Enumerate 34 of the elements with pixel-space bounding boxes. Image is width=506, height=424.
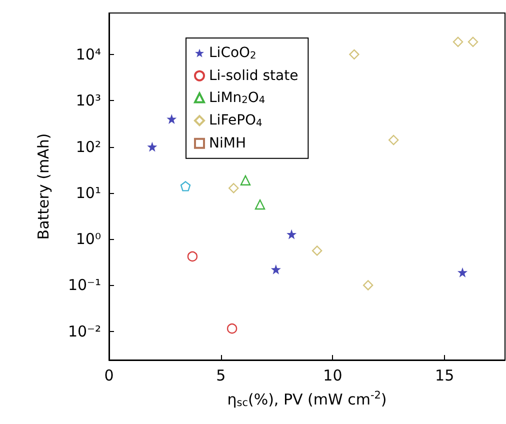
y-tick-label: 10⁻²	[68, 322, 101, 340]
legend-label: NiMH	[209, 135, 246, 152]
x-tick-label: 15	[435, 366, 454, 384]
x-tick-label: 0	[104, 366, 114, 384]
point	[180, 181, 191, 192]
point	[270, 264, 281, 274]
point	[286, 229, 297, 240]
y-tick-label: 10³	[76, 92, 101, 110]
point	[187, 251, 198, 262]
y-tick-label: 10⁻¹	[68, 276, 101, 294]
legend-label: LiFePO4	[209, 112, 262, 129]
point	[457, 267, 468, 278]
y-tick-label: 10¹	[76, 184, 101, 202]
legend-label: LiCoO2	[209, 45, 256, 62]
legend-label: Li-solid state	[209, 68, 298, 84]
x-tick-label: 5	[216, 366, 226, 384]
point	[147, 142, 158, 152]
x-tick-label: 10	[323, 366, 342, 384]
y-tick-label: 10⁴	[76, 45, 101, 64]
point	[312, 246, 322, 256]
point	[240, 175, 251, 186]
y-tick-label: 10⁰	[76, 230, 101, 248]
point	[166, 114, 177, 124]
point	[228, 183, 239, 194]
point	[254, 199, 266, 210]
y-axis-title: Battery (mAh)	[34, 133, 52, 240]
point	[349, 49, 360, 60]
point	[452, 36, 464, 47]
y-tick-label: 10²	[76, 138, 101, 156]
point	[226, 323, 238, 334]
point	[362, 280, 374, 290]
point	[388, 134, 399, 146]
point	[468, 36, 478, 47]
legend-label: LiMn2O4	[209, 90, 266, 106]
